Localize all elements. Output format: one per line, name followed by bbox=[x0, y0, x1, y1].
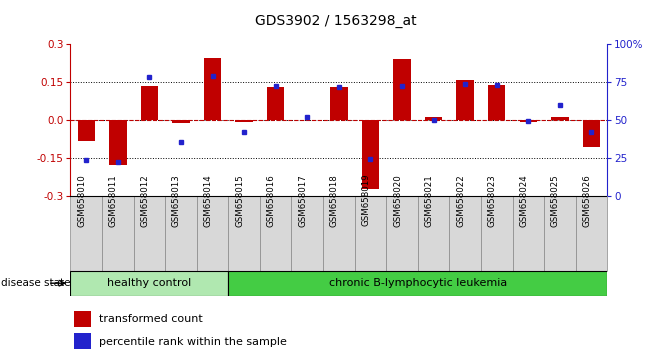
Bar bbox=[425, 116, 442, 120]
FancyBboxPatch shape bbox=[70, 271, 228, 296]
FancyBboxPatch shape bbox=[418, 196, 450, 271]
Bar bbox=[583, 120, 600, 147]
Text: GSM658011: GSM658011 bbox=[109, 174, 118, 227]
FancyBboxPatch shape bbox=[513, 196, 544, 271]
Bar bbox=[267, 87, 285, 120]
Bar bbox=[109, 120, 127, 165]
FancyBboxPatch shape bbox=[544, 196, 576, 271]
Text: GSM658024: GSM658024 bbox=[519, 174, 528, 227]
FancyBboxPatch shape bbox=[355, 196, 386, 271]
Text: GSM658021: GSM658021 bbox=[425, 174, 433, 227]
FancyBboxPatch shape bbox=[165, 196, 197, 271]
Text: GSM658020: GSM658020 bbox=[393, 174, 402, 227]
Text: GSM658013: GSM658013 bbox=[172, 174, 181, 227]
FancyBboxPatch shape bbox=[291, 196, 323, 271]
Text: GSM658015: GSM658015 bbox=[235, 174, 244, 227]
Bar bbox=[362, 120, 379, 189]
Bar bbox=[488, 85, 505, 120]
FancyBboxPatch shape bbox=[323, 196, 355, 271]
FancyBboxPatch shape bbox=[576, 196, 607, 271]
Text: GSM658010: GSM658010 bbox=[77, 174, 87, 227]
Bar bbox=[74, 311, 91, 327]
FancyBboxPatch shape bbox=[134, 196, 165, 271]
Text: disease state: disease state bbox=[1, 278, 70, 288]
FancyBboxPatch shape bbox=[481, 196, 513, 271]
Text: healthy control: healthy control bbox=[107, 278, 191, 288]
Text: transformed count: transformed count bbox=[99, 314, 203, 325]
Bar bbox=[78, 120, 95, 141]
Text: GSM658023: GSM658023 bbox=[488, 174, 497, 227]
Bar bbox=[204, 58, 221, 120]
Text: chronic B-lymphocytic leukemia: chronic B-lymphocytic leukemia bbox=[329, 278, 507, 288]
Text: GSM658014: GSM658014 bbox=[203, 174, 213, 227]
Bar bbox=[519, 120, 537, 122]
FancyBboxPatch shape bbox=[228, 196, 260, 271]
Text: GSM658017: GSM658017 bbox=[299, 174, 307, 227]
FancyBboxPatch shape bbox=[197, 196, 228, 271]
FancyBboxPatch shape bbox=[450, 196, 481, 271]
FancyBboxPatch shape bbox=[70, 196, 102, 271]
Text: percentile rank within the sample: percentile rank within the sample bbox=[99, 337, 287, 347]
Bar bbox=[74, 333, 91, 349]
Text: GSM658018: GSM658018 bbox=[330, 174, 339, 227]
Bar bbox=[456, 80, 474, 120]
Bar bbox=[393, 59, 411, 120]
Text: GSM658012: GSM658012 bbox=[140, 174, 150, 227]
Bar bbox=[236, 120, 253, 122]
FancyBboxPatch shape bbox=[260, 196, 291, 271]
Bar bbox=[330, 87, 348, 120]
Text: GSM658016: GSM658016 bbox=[266, 174, 276, 227]
Bar bbox=[551, 116, 568, 120]
Text: GDS3902 / 1563298_at: GDS3902 / 1563298_at bbox=[255, 14, 416, 28]
Text: GSM658022: GSM658022 bbox=[456, 174, 465, 227]
FancyBboxPatch shape bbox=[102, 196, 134, 271]
Bar bbox=[141, 86, 158, 120]
FancyBboxPatch shape bbox=[228, 271, 607, 296]
Text: GSM658026: GSM658026 bbox=[582, 174, 591, 227]
Text: GSM658019: GSM658019 bbox=[362, 174, 370, 227]
Text: GSM658025: GSM658025 bbox=[551, 174, 560, 227]
FancyBboxPatch shape bbox=[386, 196, 418, 271]
Bar bbox=[172, 120, 190, 123]
